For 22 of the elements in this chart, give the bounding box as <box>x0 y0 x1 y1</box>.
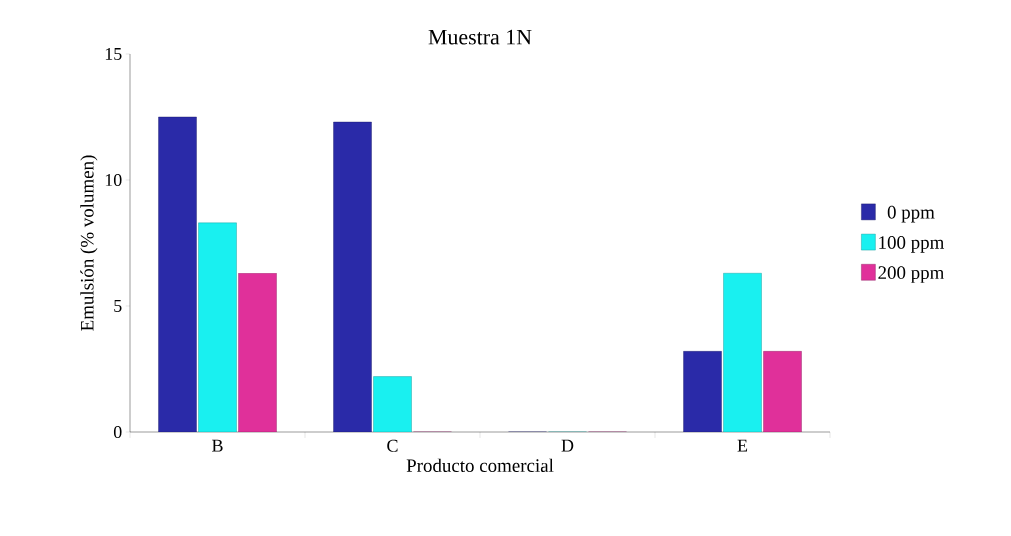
x-axis-title: Producto comercial <box>406 458 554 472</box>
y-tick-label: 0 <box>113 425 122 439</box>
x-tick-label: E <box>737 439 748 452</box>
legend-label: 100 ppm <box>879 236 945 253</box>
y-axis-title: Emulsión (% volumen) <box>80 155 98 331</box>
bar <box>238 273 277 432</box>
bar <box>333 121 372 432</box>
legend-label: 200 ppm <box>878 266 945 283</box>
x-tick-label: B <box>212 439 223 452</box>
bar <box>763 351 802 432</box>
y-tick-label: 5 <box>114 300 122 312</box>
y-tick-label: 15 <box>105 47 122 60</box>
x-tick-label: D <box>561 439 574 452</box>
bar <box>198 222 237 432</box>
bar <box>373 376 412 432</box>
x-tick-label: C <box>387 439 398 452</box>
legend-label: 0 ppm <box>887 205 935 223</box>
bar <box>158 116 197 432</box>
chart-title: Muestra 1N <box>428 29 532 45</box>
bar <box>723 273 762 432</box>
bar <box>683 351 722 432</box>
y-tick-label: 10 <box>105 173 122 187</box>
